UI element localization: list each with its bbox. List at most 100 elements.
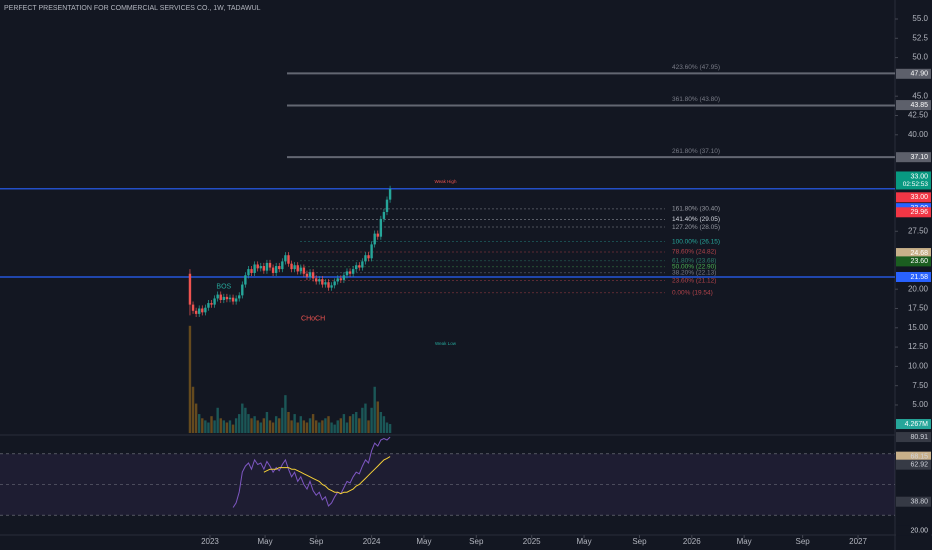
volume-bar	[247, 414, 250, 433]
volume-bar	[207, 422, 210, 433]
rsi-badge-label: 80.91	[910, 434, 928, 441]
volume-bar	[361, 407, 364, 433]
candle-body	[367, 255, 370, 259]
candle-body	[345, 271, 349, 276]
fib-label: 50.00% (22.90)	[672, 264, 716, 271]
candle-body	[305, 273, 309, 277]
volume-bar	[231, 424, 235, 433]
y-tick-label: 40.00	[908, 130, 929, 139]
x-tick-label: 2027	[849, 537, 867, 546]
x-tick-label: Sep	[469, 537, 484, 546]
candle-body	[204, 307, 207, 313]
candle-body	[265, 262, 269, 271]
x-tick-label: 2024	[363, 537, 381, 546]
candle-body	[296, 265, 299, 272]
rsi-badge	[896, 459, 931, 470]
price-badge	[896, 152, 931, 163]
volume-bar	[241, 403, 244, 433]
rsi-badge	[896, 432, 931, 443]
candle-body	[293, 265, 296, 270]
candle-body	[238, 295, 241, 299]
candle-body	[244, 275, 247, 285]
fib-label: 361.80% (43.80)	[672, 96, 720, 103]
volume-bar	[296, 422, 299, 433]
candle-body	[253, 264, 256, 273]
volume-bar	[348, 416, 352, 433]
rsi-badge-label: 68.15	[910, 453, 928, 460]
candle-body	[361, 261, 364, 268]
candle-body	[373, 233, 376, 245]
x-tick-label: May	[258, 537, 273, 546]
annotation: CHoCH	[301, 315, 325, 322]
volume-bar	[376, 401, 379, 433]
volume-bar	[281, 407, 284, 433]
price-badge	[896, 271, 931, 282]
candle-body	[197, 308, 201, 314]
candle-body	[302, 267, 306, 274]
rsi-badge	[896, 525, 931, 536]
candle-body	[351, 269, 355, 274]
price-badge	[896, 207, 931, 218]
candle-body	[379, 218, 383, 237]
candle-body	[314, 278, 318, 282]
y-tick-label: 17.50	[908, 304, 929, 313]
fib-label: 127.20% (28.05)	[672, 224, 720, 231]
volume-bar	[278, 418, 281, 433]
x-tick-label: Sep	[632, 537, 647, 546]
y-tick-label: 50.0	[912, 53, 928, 62]
candle-body	[207, 303, 210, 308]
candle-body	[370, 244, 373, 259]
candle-body	[336, 278, 339, 282]
fib-label: 423.60% (47.95)	[672, 64, 720, 71]
fib-label: 141.40% (29.05)	[672, 216, 720, 223]
volume-bar	[262, 418, 266, 433]
candle-body	[274, 266, 278, 273]
volume-bar	[314, 420, 318, 433]
candle-body	[385, 199, 389, 212]
candle-body	[358, 265, 361, 268]
price-badge	[896, 171, 931, 190]
volume-bar	[321, 420, 324, 433]
volume-bar	[302, 420, 306, 433]
volume-bar	[265, 411, 269, 433]
volume-bar	[216, 407, 219, 433]
volume-bar	[364, 403, 367, 433]
y-tick-label: 7.50	[912, 381, 928, 390]
candle-body	[188, 273, 192, 305]
candle-body	[234, 298, 238, 302]
candle-body	[339, 278, 343, 280]
volume-bar	[274, 416, 278, 433]
candle-body	[327, 282, 330, 288]
candle-body	[250, 269, 253, 273]
y-tick-label: 42.50	[908, 111, 929, 120]
volume-bar	[284, 395, 287, 433]
candle-body	[364, 255, 367, 262]
price-badge-label: 47.90	[910, 71, 928, 78]
y-tick-label: 55.0	[912, 14, 928, 23]
volume-bar	[333, 424, 336, 433]
volume-bar	[271, 422, 275, 433]
volume-bar	[299, 416, 302, 433]
price-badge-label: 43.85	[910, 102, 928, 109]
candle-body	[231, 297, 235, 302]
volume-bar	[327, 416, 330, 433]
fib-label: 0.00% (19.54)	[672, 289, 713, 296]
volume-bar	[256, 420, 259, 433]
y-tick-label: 27.50	[908, 226, 929, 235]
candle-body	[271, 267, 275, 273]
candle-body	[201, 308, 204, 313]
volume-bar	[290, 420, 293, 433]
candle-body	[225, 296, 229, 300]
volume-bar	[225, 422, 229, 433]
annotation: Weak High	[435, 179, 457, 184]
candle-body	[281, 261, 284, 270]
volume-bar	[259, 422, 262, 433]
volume-bar	[188, 325, 192, 433]
rsi-badge-label: 62.92	[910, 462, 928, 469]
fib-label: 23.60% (21.12)	[672, 277, 716, 284]
candle-body	[311, 272, 315, 279]
rsi-badge-label: 20.00	[910, 527, 928, 534]
volume-bar	[197, 414, 201, 433]
price-badge-label: 33.00	[910, 173, 928, 180]
candle-body	[222, 296, 226, 300]
